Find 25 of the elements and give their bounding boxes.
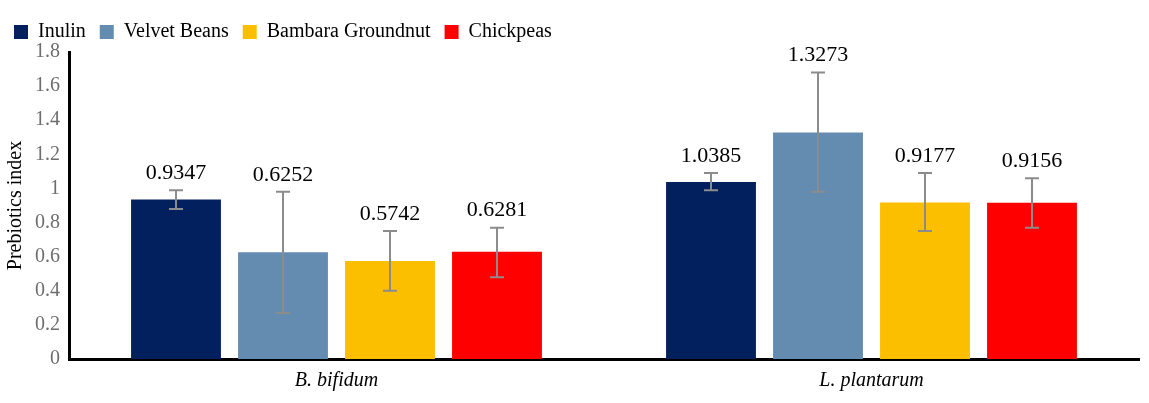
legend-label: Inulin [38, 19, 86, 42]
y-tick-label: 0.8 [35, 209, 60, 232]
y-tick-label: 1.6 [35, 73, 60, 96]
data-label: 0.9156 [1001, 146, 1063, 172]
x-tick-label: L. plantarum [818, 368, 924, 392]
y-tick-label: 1 [50, 175, 60, 198]
data-label: 0.9177 [894, 141, 956, 167]
y-tick-label: 1.4 [35, 107, 60, 130]
y-tick-label: 0 [50, 346, 60, 369]
data-label: 0.6252 [252, 160, 314, 186]
data-label: 0.9347 [145, 158, 207, 184]
y-tick-label: 0.4 [35, 278, 60, 301]
data-label: 0.5742 [359, 199, 421, 225]
data-label: 1.3273 [787, 41, 849, 67]
data-label: 1.0385 [680, 141, 742, 167]
legend-label: Bambara Groundnut [266, 19, 432, 42]
data-label: 0.6281 [466, 196, 528, 222]
x-tick-label: B. bifidum [294, 368, 379, 392]
y-tick-label: 0.6 [35, 243, 60, 266]
y-tick-label: 0.2 [35, 312, 60, 335]
legend-label: Chickpeas [468, 19, 553, 43]
y-tick-label: 1.8 [35, 39, 60, 62]
y-axis-title: Prebiotics index [3, 140, 26, 271]
legend-label: Velvet Beans [123, 19, 229, 42]
y-tick-label: 1.2 [35, 141, 60, 164]
